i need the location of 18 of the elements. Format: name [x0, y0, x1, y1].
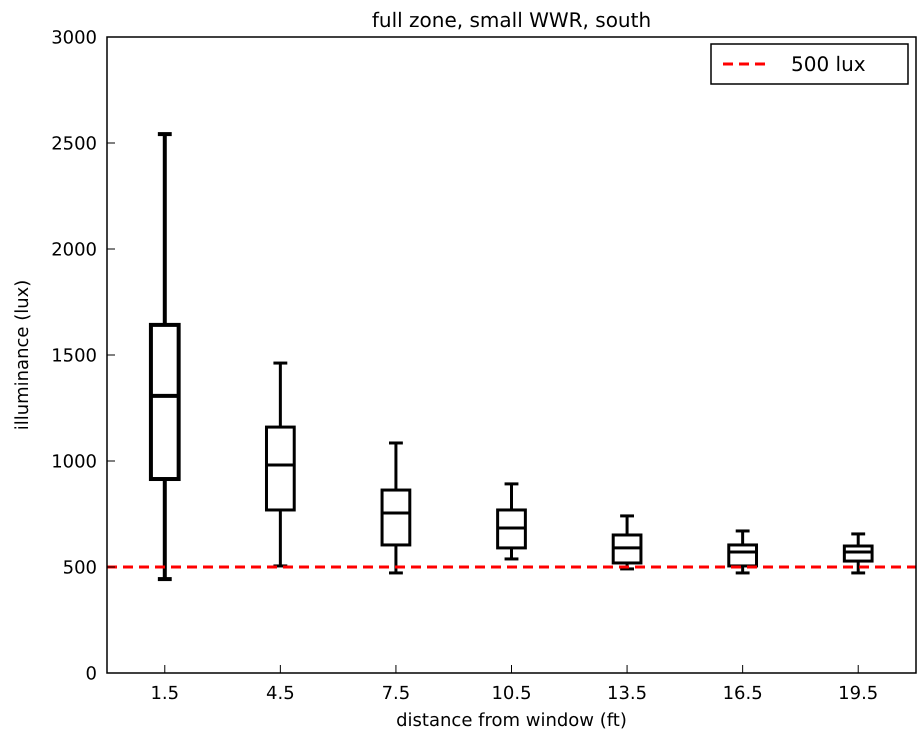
- legend-label: 500 lux: [791, 52, 866, 76]
- y-tick-label: 500: [62, 557, 97, 578]
- y-tick-label: 2500: [51, 133, 97, 154]
- x-tick-label: 7.5: [382, 683, 410, 704]
- y-tick-label: 1500: [51, 345, 97, 366]
- x-tick-label: 10.5: [491, 683, 532, 704]
- x-axis-title: distance from window (ft): [396, 710, 627, 731]
- x-tick-label: 1.5: [150, 683, 180, 704]
- y-tick-label: 1000: [51, 451, 97, 472]
- y-tick-label: 3000: [51, 27, 97, 48]
- x-tick-label: 4.5: [266, 683, 295, 704]
- y-tick-label: 2000: [51, 239, 97, 260]
- y-tick-label: 0: [86, 663, 97, 684]
- x-tick-label: 13.5: [607, 683, 648, 704]
- x-tick-label: 16.5: [722, 683, 763, 704]
- y-axis-title: illuminance (lux): [12, 280, 33, 430]
- chart-title: full zone, small WWR, south: [372, 8, 652, 32]
- x-tick-label: 19.5: [838, 683, 878, 704]
